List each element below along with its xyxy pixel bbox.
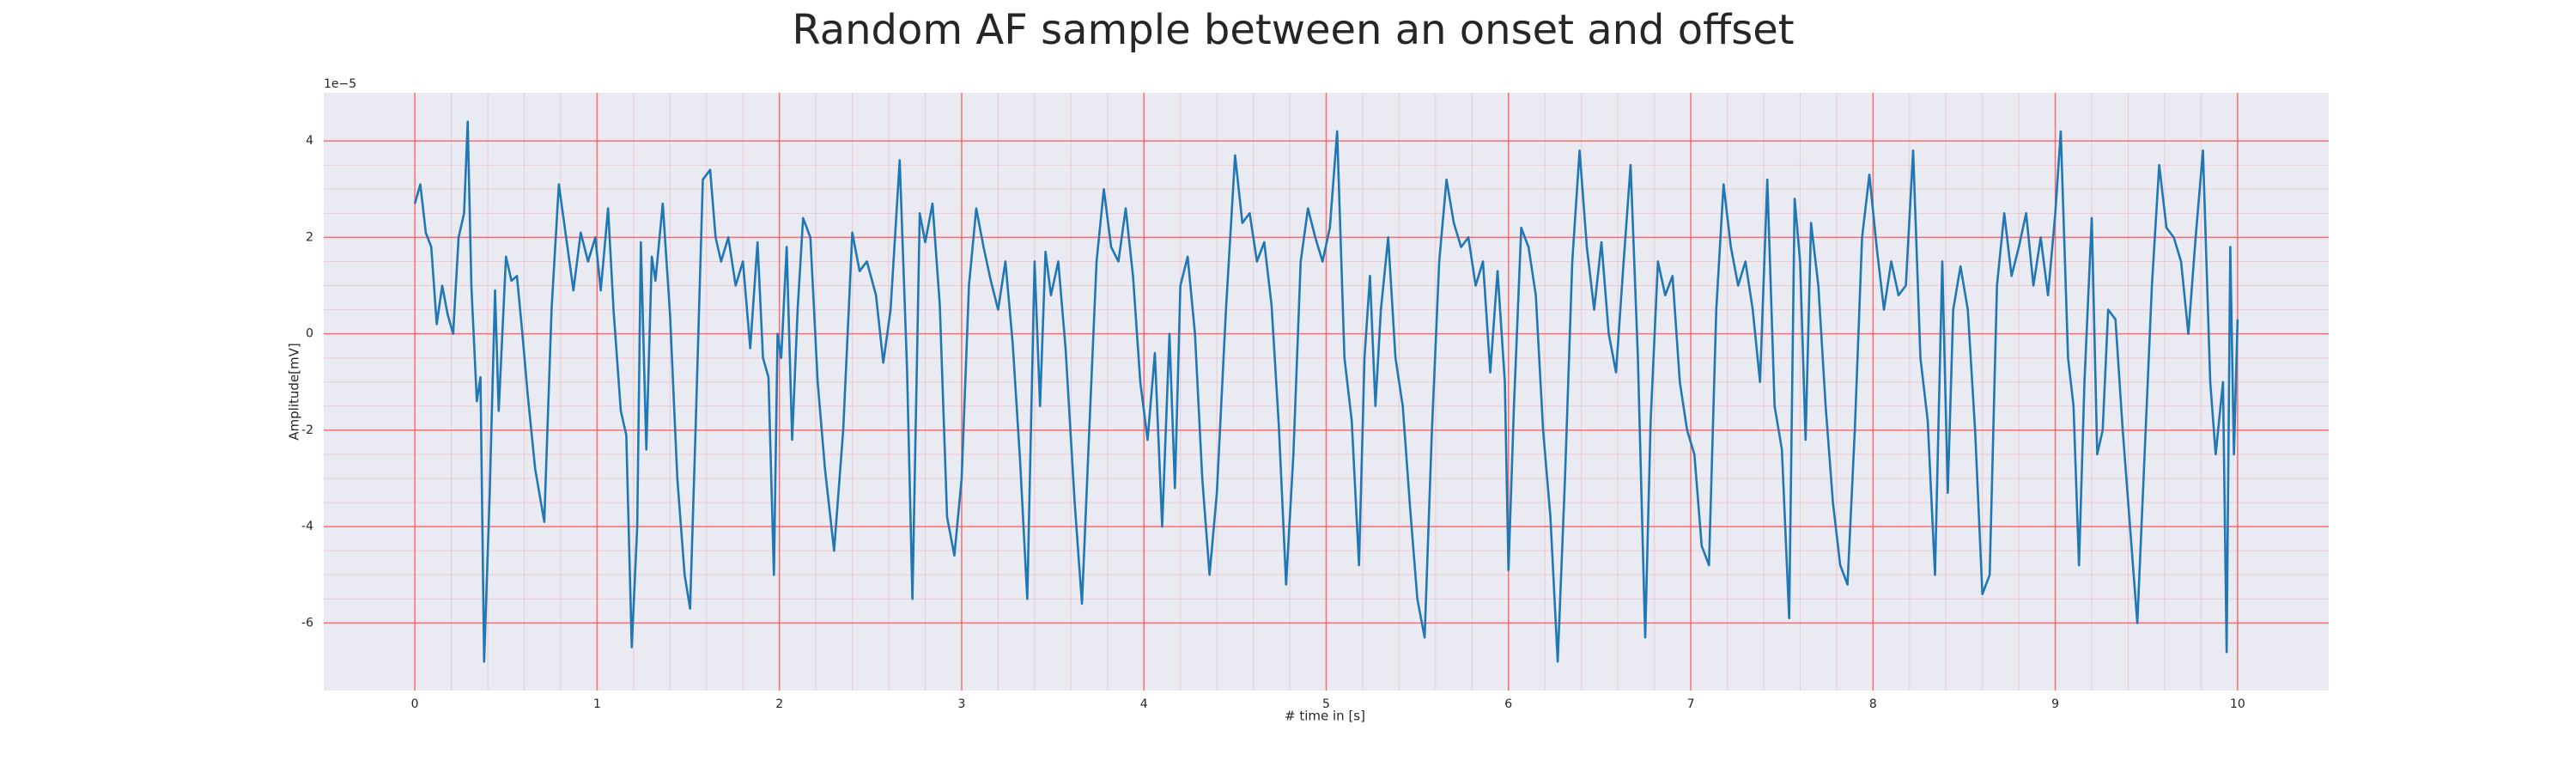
x-tick-label: 1 bbox=[593, 697, 601, 711]
y-tick-label: -2 bbox=[301, 423, 313, 437]
y-tick-label: 4 bbox=[306, 134, 313, 148]
x-tick-label: 10 bbox=[2230, 697, 2245, 711]
y-tick-label: -4 bbox=[301, 520, 313, 533]
x-tick-label: 0 bbox=[411, 697, 419, 711]
y-tick-label: 0 bbox=[306, 327, 313, 341]
x-tick-label: 8 bbox=[1869, 697, 1877, 711]
y-tick-label: 2 bbox=[306, 230, 313, 244]
grid bbox=[324, 93, 2329, 691]
x-tick-label: 9 bbox=[2051, 697, 2059, 711]
x-tick-label: 2 bbox=[775, 697, 783, 711]
x-tick-label: 3 bbox=[957, 697, 965, 711]
y-offset-label: 1e−5 bbox=[324, 77, 356, 91]
y-axis-label: Amplitude[mV] bbox=[287, 343, 302, 440]
data-line bbox=[413, 120, 2239, 663]
x-tick-label: 5 bbox=[1322, 697, 1330, 711]
x-tick-label: 7 bbox=[1687, 697, 1695, 711]
x-tick-label: 4 bbox=[1140, 697, 1148, 711]
x-tick-label: 6 bbox=[1504, 697, 1512, 711]
y-tick-label: -6 bbox=[301, 616, 313, 630]
chart-title: Random AF sample between an onset and of… bbox=[792, 6, 1794, 54]
x-axis-label: # time in [s] bbox=[1285, 709, 1365, 724]
